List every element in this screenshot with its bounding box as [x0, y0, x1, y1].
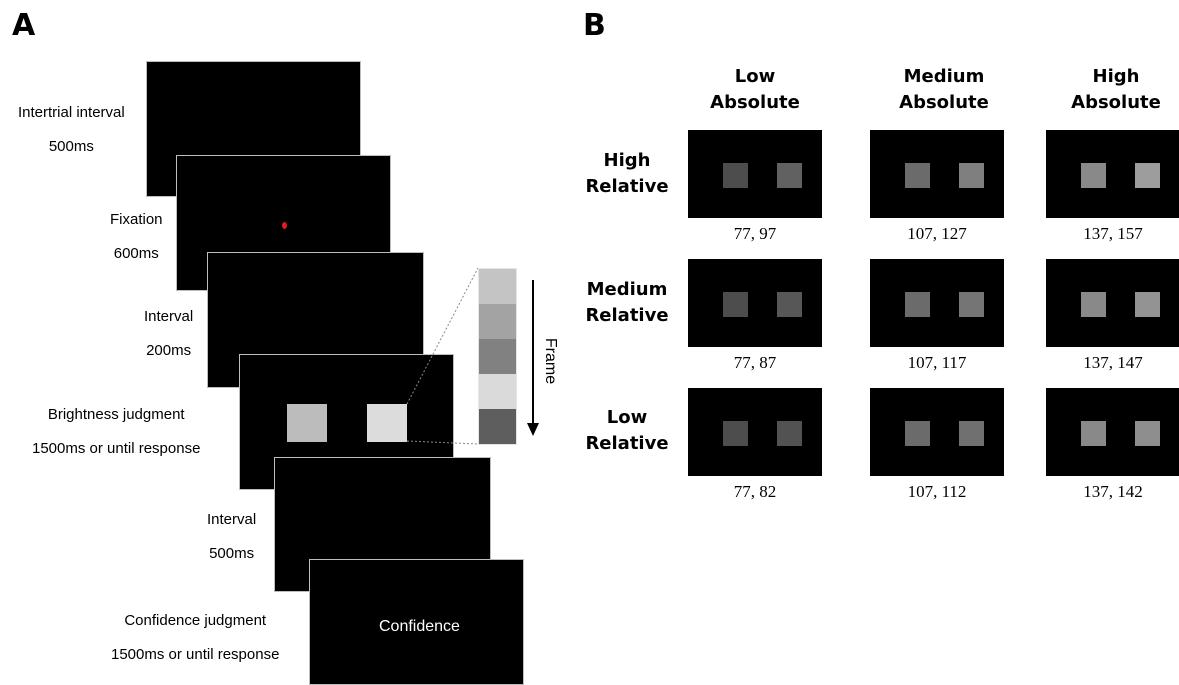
stimulus-square-left [905, 292, 930, 317]
stimulus-square-left [1081, 421, 1106, 446]
row-header-low-relative: Low Relative [577, 405, 677, 457]
stimulus-cell [1046, 388, 1179, 476]
row-header-line: Low [577, 405, 677, 431]
step-duration: 1500ms or until response [111, 638, 279, 672]
column-header-low-absolute: Low Absolute [705, 64, 805, 116]
column-header-line: Absolute [888, 90, 1000, 116]
luminance-pair-label: 137, 142 [1046, 482, 1179, 502]
step-duration: 1500ms or until response [32, 432, 200, 466]
frame-strip [478, 268, 517, 445]
step-label-brightness: Brightness judgment 1500ms or until resp… [32, 398, 200, 466]
stimulus-cell [688, 259, 822, 347]
column-header-high-absolute: High Absolute [1060, 64, 1172, 116]
stimulus-square-right [777, 421, 802, 446]
stimulus-square-left [723, 292, 748, 317]
row-header-line: Medium [577, 277, 677, 303]
step-duration: 500ms [207, 537, 256, 571]
step-duration: 600ms [110, 237, 163, 271]
step-name: Confidence judgment [111, 604, 279, 638]
step-name: Interval [207, 503, 256, 537]
frame-swatch [479, 339, 516, 374]
step-name: Interval [144, 300, 193, 334]
zoom-line-top [407, 268, 478, 404]
frame-swatch [479, 269, 516, 304]
stimulus-square-right [777, 163, 802, 188]
step-name: Brightness judgment [32, 398, 200, 432]
stimulus-square-left [723, 163, 748, 188]
frame-swatch [479, 409, 516, 444]
column-header-line: Absolute [705, 90, 805, 116]
frame-swatch [479, 374, 516, 409]
row-header-line: Relative [577, 431, 677, 457]
frame-swatch [479, 304, 516, 339]
stimulus-square-right [959, 292, 984, 317]
row-header-high-relative: High Relative [577, 148, 677, 200]
stimulus-square-right [777, 292, 802, 317]
column-header-line: High [1060, 64, 1172, 90]
step-label-confidence: Confidence judgment 1500ms or until resp… [111, 604, 279, 672]
zoom-line-bottom [407, 441, 478, 444]
stimulus-cell [870, 388, 1004, 476]
stimulus-cell [870, 130, 1004, 218]
luminance-pair-label: 107, 117 [870, 353, 1004, 373]
row-header-line: High [577, 148, 677, 174]
luminance-pair-label: 137, 147 [1046, 353, 1179, 373]
stimulus-square-right [1135, 163, 1160, 188]
row-header-line: Relative [577, 303, 677, 329]
stimulus-square-right [959, 163, 984, 188]
stimulus-square-left [905, 421, 930, 446]
stimulus-cell [688, 388, 822, 476]
column-header-medium-absolute: Medium Absolute [888, 64, 1000, 116]
step-duration: 500ms [18, 130, 125, 164]
column-header-line: Low [705, 64, 805, 90]
luminance-pair-label: 137, 157 [1046, 224, 1179, 244]
step-label-interval-500: Interval 500ms [207, 503, 256, 571]
stimulus-square-left [1081, 163, 1106, 188]
stimulus-cell [1046, 130, 1179, 218]
stimulus-square-right [959, 421, 984, 446]
luminance-pair-label: 107, 112 [870, 482, 1004, 502]
step-name: Fixation [110, 203, 163, 237]
step-label-fixation: Fixation 600ms [110, 203, 163, 271]
step-label-intertrial: Intertrial interval 500ms [18, 96, 125, 164]
step-name: Intertrial interval [18, 96, 125, 130]
stimulus-square-left [905, 163, 930, 188]
luminance-pair-label: 77, 87 [688, 353, 822, 373]
row-header-medium-relative: Medium Relative [577, 277, 677, 329]
step-duration: 200ms [144, 334, 193, 368]
luminance-pair-label: 77, 97 [688, 224, 822, 244]
frame-label: Frame [541, 338, 559, 384]
luminance-pair-label: 107, 127 [870, 224, 1004, 244]
stimulus-cell [870, 259, 1004, 347]
stimulus-square-right [1135, 421, 1160, 446]
frame-arrow-head [527, 423, 539, 436]
stimulus-square-right [1135, 292, 1160, 317]
row-header-line: Relative [577, 174, 677, 200]
stimulus-square-left [1081, 292, 1106, 317]
step-label-interval-200: Interval 200ms [144, 300, 193, 368]
stimulus-square-left [723, 421, 748, 446]
stimulus-cell [688, 130, 822, 218]
column-header-line: Medium [888, 64, 1000, 90]
stimulus-cell [1046, 259, 1179, 347]
column-header-line: Absolute [1060, 90, 1172, 116]
luminance-pair-label: 77, 82 [688, 482, 822, 502]
